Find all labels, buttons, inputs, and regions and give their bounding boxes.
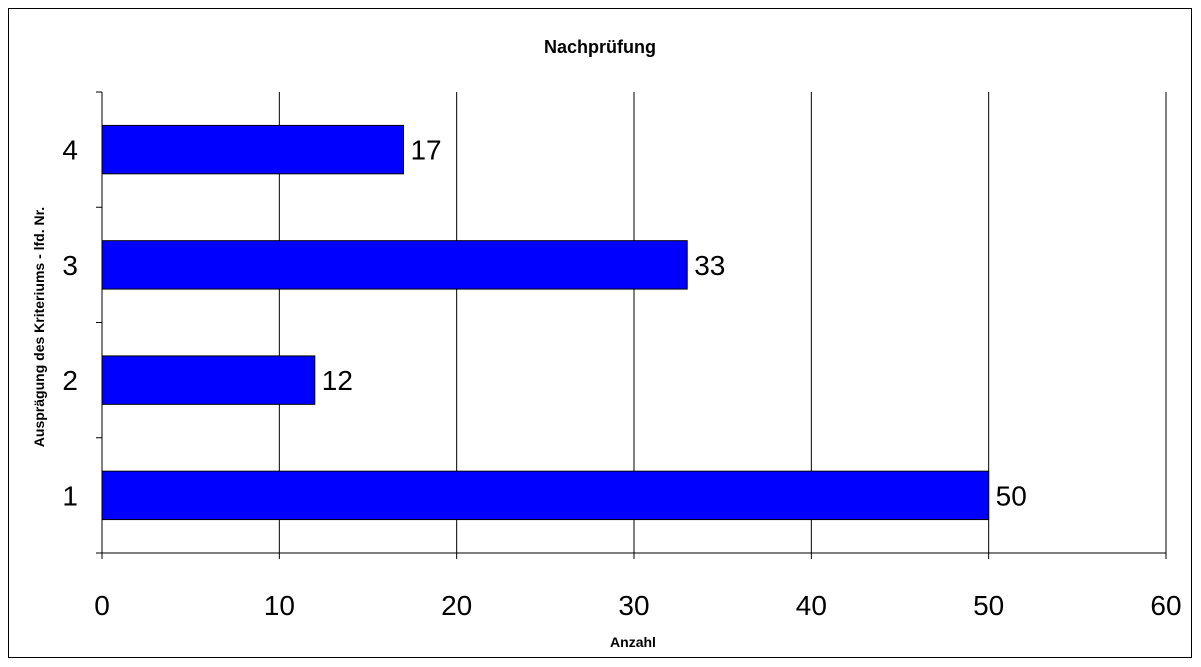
bar-2 [101, 355, 316, 405]
y-tick-label: 3 [62, 250, 78, 281]
data-label: 50 [996, 480, 1027, 511]
data-label: 17 [410, 135, 441, 166]
x-axis-title: Anzahl [610, 634, 656, 650]
axes [96, 91, 1167, 559]
y-tick-label: 4 [62, 135, 78, 166]
x-tick-label: 10 [264, 590, 295, 621]
data-label: 12 [322, 365, 353, 396]
bar-1 [101, 470, 990, 521]
x-tick-label: 60 [1150, 590, 1181, 621]
bar-4 [101, 124, 404, 175]
chart-frame [8, 8, 1192, 658]
y-axis-title: Ausprägung des Kriteriums - lfd. Nr. [31, 207, 47, 447]
bars [101, 124, 990, 521]
y-tick-label: 2 [62, 365, 78, 396]
bar-3 [101, 240, 688, 290]
x-tick-label: 50 [973, 590, 1004, 621]
x-tick-label: 30 [618, 590, 649, 621]
chart-title: Nachprüfung [544, 37, 656, 57]
y-tick-label: 1 [62, 480, 78, 511]
data-label: 33 [694, 250, 725, 281]
x-tick-label: 0 [94, 590, 110, 621]
x-tick-label: 20 [441, 590, 472, 621]
data-labels: 50 12 33 17 [322, 135, 1027, 512]
x-tick-label: 40 [796, 590, 827, 621]
